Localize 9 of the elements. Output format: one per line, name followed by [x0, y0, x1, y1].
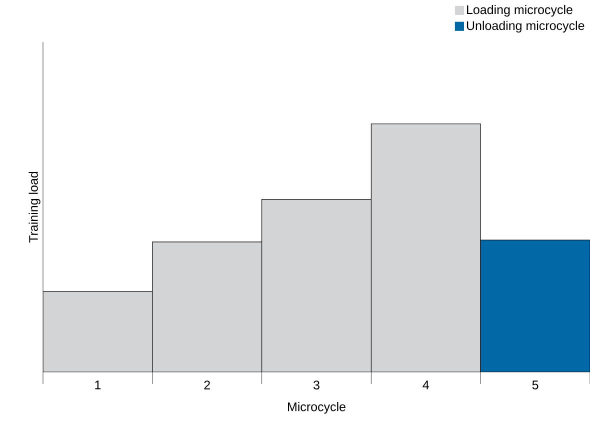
x-tick-label: 5 [532, 380, 538, 390]
legend-label: Unloading microcycle [466, 20, 584, 33]
x-tick-label: 2 [204, 380, 210, 390]
y-axis-title: Training load [28, 172, 40, 243]
x-tick-label: 1 [95, 380, 101, 390]
x-tick-label: 4 [422, 380, 430, 390]
x-axis-title: Microcycle [288, 402, 346, 414]
legend-label: Loading microcycle [467, 4, 572, 17]
x-tick-label: 3 [313, 380, 320, 390]
